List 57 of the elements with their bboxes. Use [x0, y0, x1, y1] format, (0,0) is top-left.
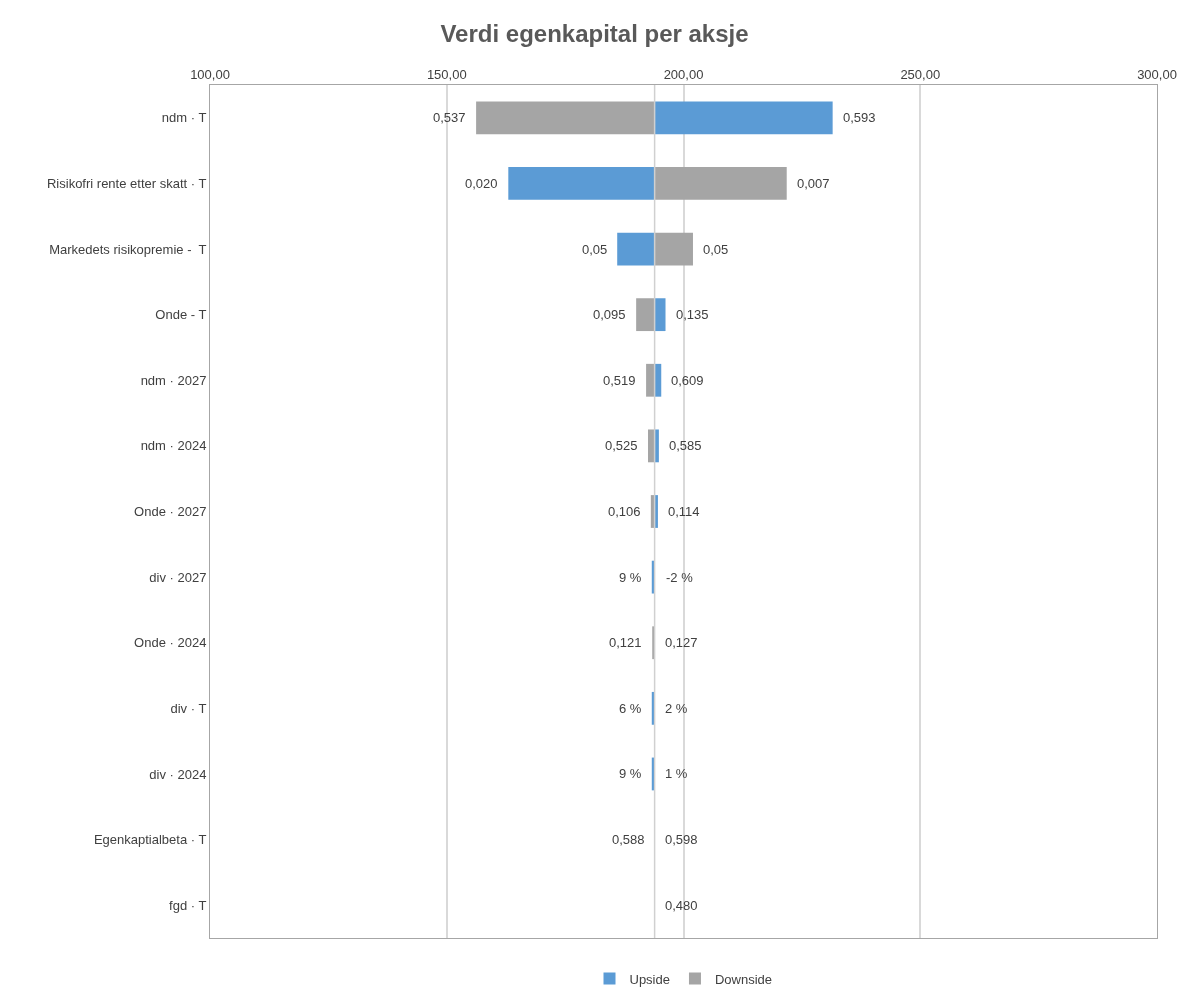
annotation: 0,020: [465, 176, 498, 191]
annotation: 0,480: [665, 898, 698, 913]
y-tick-label: div · 2027: [149, 569, 207, 585]
y-tick-label: Risikofri rente etter skatt · T: [46, 175, 207, 191]
annotation: 9 %: [619, 570, 642, 585]
bar: [654, 298, 666, 332]
annotation: 2 %: [665, 701, 688, 716]
annotation: 0,598: [665, 832, 698, 847]
annotation: 9 %: [619, 766, 642, 781]
y-tick-label: ndm · 2027: [140, 372, 207, 388]
x-tick-label: 250,00: [900, 66, 941, 82]
annotation: 0,519: [603, 373, 636, 388]
annotation: 0,537: [433, 110, 466, 125]
annotation: 0,609: [671, 373, 704, 388]
annotation: 0,05: [582, 242, 608, 257]
annotation: 0,585: [669, 438, 702, 453]
annotation: 1 %: [665, 766, 688, 781]
y-tick-label: Onde · 2027: [134, 504, 207, 520]
bar: [654, 363, 662, 397]
y-tick-label: ndm · 2024: [140, 438, 207, 454]
chart-title: Verdi egenkapital per aksje: [440, 19, 749, 47]
y-tick-label: div · 2024: [149, 766, 207, 782]
bar: [654, 167, 787, 200]
y-tick-label: Onde - T: [155, 307, 207, 323]
bar: [617, 232, 655, 266]
x-tick-label: 200,00: [663, 66, 704, 82]
y-tick-label: fgd · T: [169, 897, 207, 913]
y-tick-label: Markedets risikopremie - T: [49, 241, 207, 257]
x-tick-label: 100,00: [190, 66, 230, 82]
annotation: 0,007: [797, 176, 830, 191]
bar: [654, 429, 659, 463]
annotation: 0,095: [593, 307, 626, 322]
bar: [654, 101, 833, 135]
annotation: 0,135: [676, 307, 709, 322]
x-tick-label: 300,00: [1137, 66, 1177, 82]
annotation: 6 %: [619, 701, 642, 716]
annotation: 0,525: [605, 438, 638, 453]
legend-label: Downside: [714, 971, 773, 987]
annotation: 0,588: [612, 832, 645, 847]
bar: [654, 232, 693, 266]
y-tick-label: ndm · T: [161, 110, 207, 126]
annotation: 0,114: [668, 504, 700, 519]
annotation: -2 %: [666, 570, 694, 585]
y-tick-label: div · T: [170, 700, 207, 716]
y-tick-label: Onde · 2024: [134, 635, 207, 651]
annotation: 0,05: [703, 242, 729, 257]
y-tick-label: Egenkaptialbeta · T: [93, 832, 207, 848]
annotation: 0,106: [608, 504, 641, 519]
bar: [476, 101, 655, 135]
annotation: 0,593: [843, 110, 876, 125]
bar: [508, 167, 655, 200]
annotation: 0,121: [609, 635, 642, 650]
bar: [636, 298, 655, 332]
legend-label: Upside: [629, 971, 670, 987]
bar: [654, 495, 658, 528]
annotation: 0,127: [665, 635, 698, 650]
x-tick-label: 150,00: [426, 66, 467, 82]
